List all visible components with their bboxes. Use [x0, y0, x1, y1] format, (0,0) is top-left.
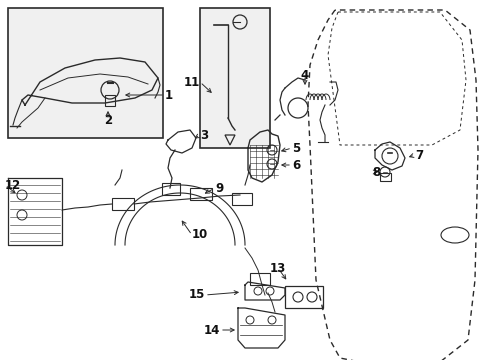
- Text: 13: 13: [269, 261, 285, 275]
- Text: 15: 15: [188, 288, 204, 302]
- Bar: [231, 193, 251, 205]
- Text: 12: 12: [5, 179, 21, 192]
- Text: 2: 2: [104, 113, 112, 126]
- Text: 6: 6: [291, 158, 300, 171]
- Bar: [249, 273, 269, 285]
- Text: 1: 1: [164, 89, 173, 102]
- Bar: [379, 173, 390, 181]
- Text: 7: 7: [414, 149, 422, 162]
- Text: 10: 10: [192, 229, 208, 242]
- Bar: [8, 8, 163, 138]
- Bar: [285, 286, 323, 308]
- Bar: [200, 8, 269, 148]
- Text: 14: 14: [203, 324, 220, 337]
- Bar: [162, 183, 180, 195]
- Text: 5: 5: [291, 141, 300, 154]
- Text: 3: 3: [200, 129, 208, 141]
- Bar: [105, 95, 115, 106]
- Bar: [190, 188, 212, 200]
- Text: 9: 9: [215, 181, 223, 194]
- Text: 4: 4: [300, 68, 308, 81]
- Text: 11: 11: [183, 76, 200, 89]
- Bar: [112, 198, 134, 210]
- Text: 8: 8: [371, 166, 380, 179]
